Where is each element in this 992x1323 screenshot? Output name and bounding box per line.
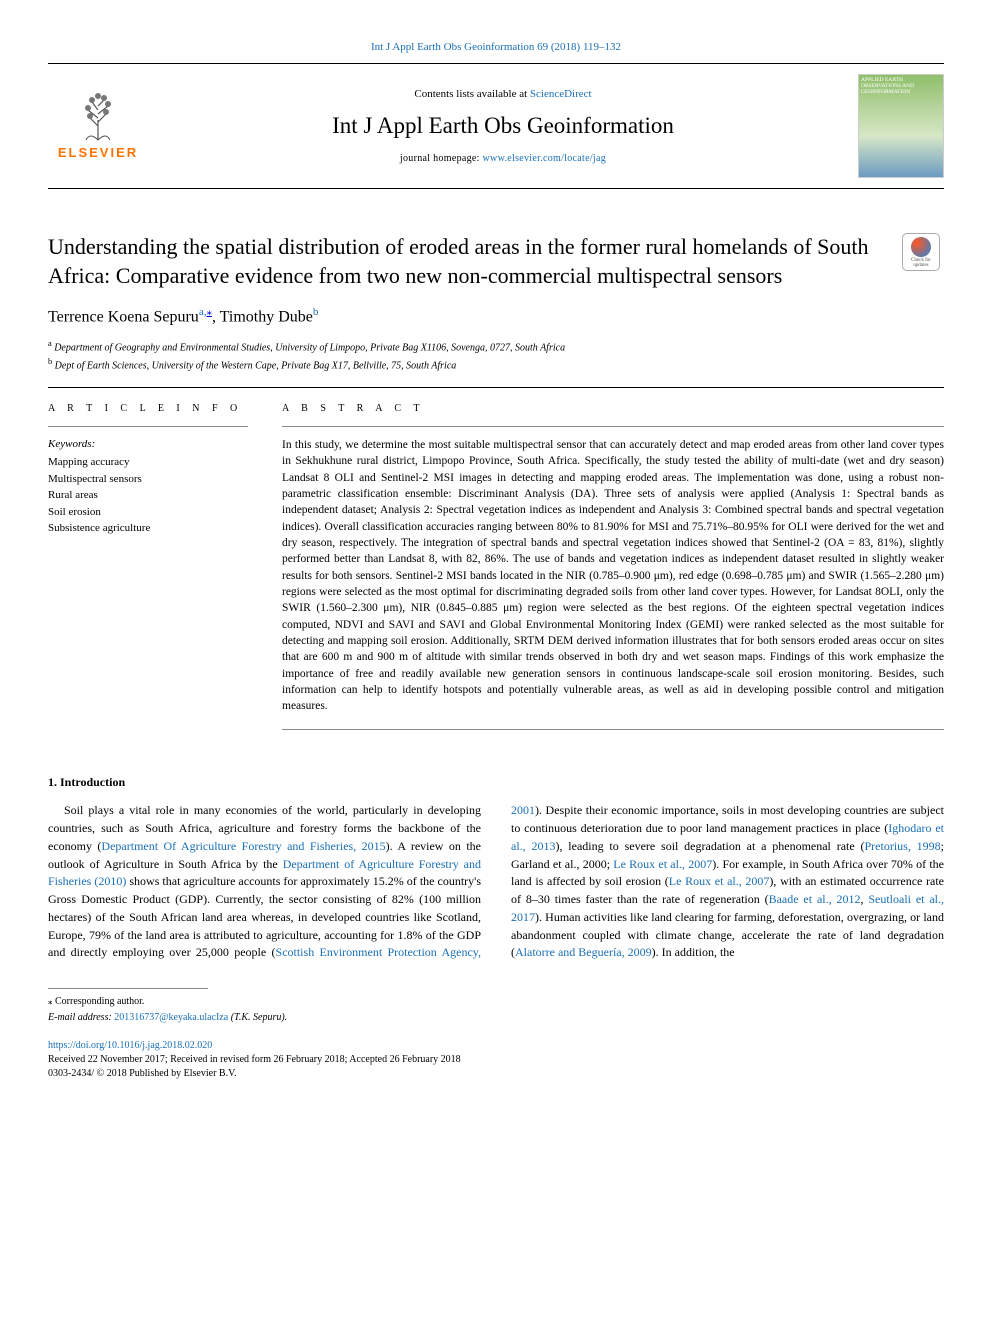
homepage-line: journal homepage: www.elsevier.com/locat… <box>164 152 842 166</box>
citation-link[interactable]: Le Roux et al., 2007 <box>613 857 712 871</box>
keyword: Rural areas <box>48 487 248 504</box>
contents-line: Contents lists available at ScienceDirec… <box>164 87 842 102</box>
divider <box>48 387 944 388</box>
divider <box>282 729 944 730</box>
author-2: Timothy Dube <box>220 308 313 325</box>
citation-link[interactable]: Department Of Agriculture Forestry and F… <box>101 839 385 853</box>
keywords-list: Mapping accuracy Multispectral sensors R… <box>48 454 248 537</box>
sciencedirect-link[interactable]: ScienceDirect <box>530 88 592 100</box>
footer-separator <box>48 988 208 989</box>
email-suffix: (T.K. Sepuru). <box>228 1012 287 1023</box>
corresponding-author: ⁎ Corresponding author. <box>48 995 944 1009</box>
abstract-col: A B S T R A C T In this study, we determ… <box>282 402 944 740</box>
citation-link[interactable]: Pretorius, 1998 <box>865 839 941 853</box>
keywords-label: Keywords: <box>48 437 248 452</box>
keyword: Subsistence agriculture <box>48 520 248 537</box>
header-citation-link[interactable]: Int J Appl Earth Obs Geoinformation 69 (… <box>371 41 621 53</box>
article-title: Understanding the spatial distribution o… <box>48 233 886 290</box>
citation-link[interactable]: Alatorre and Beguería, 2009 <box>515 945 652 959</box>
received-line: Received 22 November 2017; Received in r… <box>48 1053 944 1067</box>
intro-heading: 1. Introduction <box>48 774 944 791</box>
page-container: Int J Appl Earth Obs Geoinformation 69 (… <box>0 0 992 1121</box>
journal-cover-label: APPLIED EARTH OBSERVATIONS AND GEOINFORM… <box>861 77 941 95</box>
keyword: Multispectral sensors <box>48 471 248 488</box>
divider <box>48 426 248 427</box>
contents-prefix: Contents lists available at <box>414 88 529 100</box>
elsevier-tree-icon <box>68 90 128 142</box>
article-info-heading: A R T I C L E I N F O <box>48 402 248 416</box>
info-abstract-row: A R T I C L E I N F O Keywords: Mapping … <box>48 402 944 740</box>
publisher-logo-block: ELSEVIER <box>48 90 148 162</box>
affiliation-b: b Dept of Earth Sciences, University of … <box>48 356 944 373</box>
keyword: Mapping accuracy <box>48 454 248 471</box>
authors: Terrence Koena Sepurua,⁎, Timothy Dubeb <box>48 305 944 329</box>
crossmark-label: Check for updates <box>903 258 939 268</box>
crossmark-badge[interactable]: Check for updates <box>902 233 944 275</box>
banner-center: Contents lists available at ScienceDirec… <box>164 87 842 167</box>
email-label: E-mail address: <box>48 1012 114 1023</box>
doi-block: https://doi.org/10.1016/j.jag.2018.02.02… <box>48 1039 944 1081</box>
abstract-text: In this study, we determine the most sui… <box>282 437 944 715</box>
email-link[interactable]: 201316737@keyaka.ulacIza <box>114 1012 228 1023</box>
homepage-link[interactable]: www.elsevier.com/locate/jag <box>483 153 607 164</box>
journal-title: Int J Appl Earth Obs Geoinformation <box>164 110 842 142</box>
affiliations: a Department of Geography and Environmen… <box>48 338 944 373</box>
title-row: Understanding the spatial distribution o… <box>48 233 944 290</box>
citation-link[interactable]: Baade et al., 2012 <box>769 892 861 906</box>
crossmark-icon <box>911 237 931 257</box>
email-line: E-mail address: 201316737@keyaka.ulacIza… <box>48 1011 944 1025</box>
doi-link[interactable]: https://doi.org/10.1016/j.jag.2018.02.02… <box>48 1040 212 1051</box>
citation-link[interactable]: Le Roux et al., 2007 <box>669 874 770 888</box>
author-2-aff: b <box>313 306 319 318</box>
body-text: Soil plays a vital role in many economie… <box>48 802 944 962</box>
author-sep: , <box>212 308 220 325</box>
issn-line: 0303-2434/ © 2018 Published by Elsevier … <box>48 1067 944 1081</box>
journal-banner: ELSEVIER Contents lists available at Sci… <box>48 63 944 189</box>
article-info-col: A R T I C L E I N F O Keywords: Mapping … <box>48 402 248 740</box>
affiliation-a: a Department of Geography and Environmen… <box>48 338 944 355</box>
abstract-heading: A B S T R A C T <box>282 402 944 416</box>
header-citation: Int J Appl Earth Obs Geoinformation 69 (… <box>48 40 944 55</box>
corr-text: Corresponding author. <box>53 996 145 1007</box>
divider <box>282 426 944 427</box>
elsevier-wordmark: ELSEVIER <box>58 144 138 162</box>
journal-cover-thumb: APPLIED EARTH OBSERVATIONS AND GEOINFORM… <box>858 74 944 178</box>
homepage-prefix: journal homepage: <box>400 153 483 164</box>
keyword: Soil erosion <box>48 504 248 521</box>
intro-paragraph: Soil plays a vital role in many economie… <box>48 802 944 962</box>
author-1: Terrence Koena Sepuru <box>48 308 199 325</box>
